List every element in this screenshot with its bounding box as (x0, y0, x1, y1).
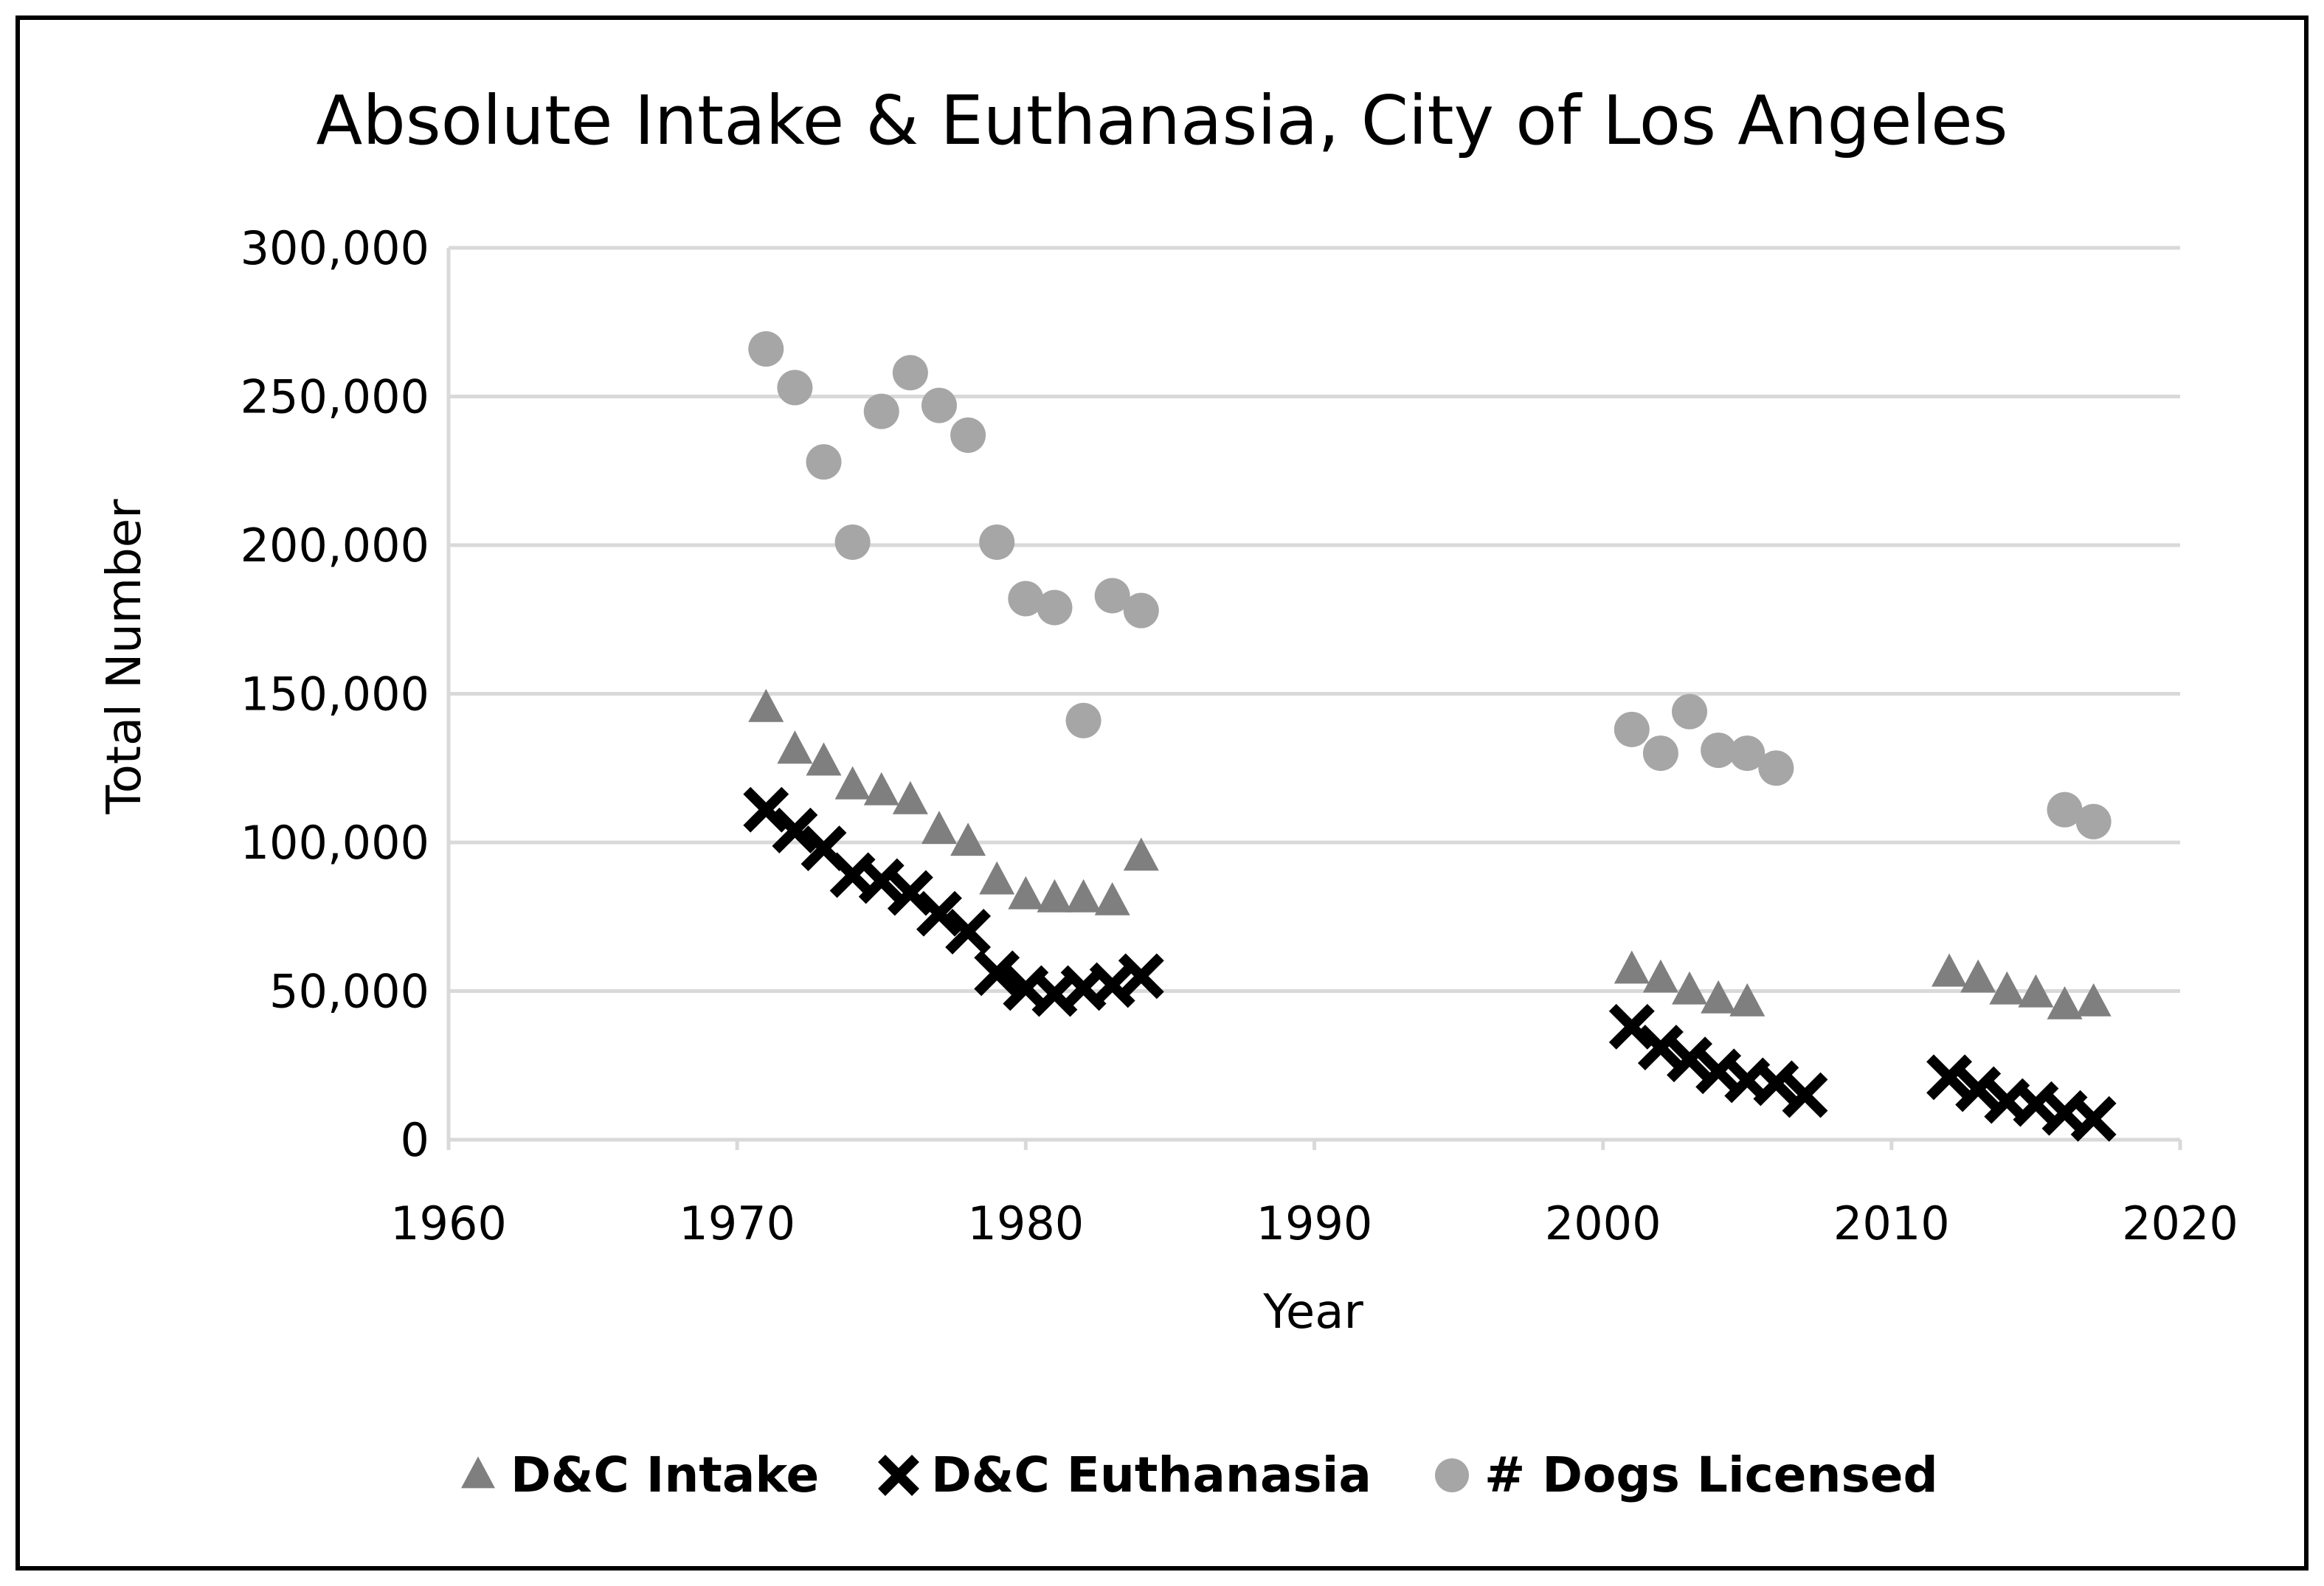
dogs-licensed-point (1008, 581, 1044, 617)
d-c-intake-point (950, 823, 986, 856)
d-c-euthanasia-point (1667, 1036, 1712, 1083)
dogs-licensed-point (1729, 735, 1766, 772)
x-tick-label: 2000 (1545, 1197, 1661, 1250)
legend-label: D&C Euthanasia (931, 1447, 1372, 1503)
d-c-euthanasia-point (974, 950, 1020, 997)
y-tick-label: 200,000 (241, 519, 429, 572)
dogs-licensed-point (892, 355, 928, 391)
dogs-licensed-point (863, 393, 899, 429)
y-tick-label: 150,000 (241, 668, 429, 721)
legend-marker-d-c-euthanasia (878, 1455, 919, 1496)
dogs-licensed-point (1672, 693, 1708, 730)
dogs-licensed-point (834, 524, 871, 560)
d-c-euthanasia-point (1753, 1060, 1799, 1107)
d-c-euthanasia-point (772, 807, 818, 853)
dogs-licensed-point (2047, 792, 2083, 828)
dogs-licensed-point (806, 444, 842, 480)
d-c-euthanasia-point (1608, 1003, 1655, 1050)
dogs-licensed-point (1642, 735, 1678, 772)
axes: 0 50,000 100,000 150,000 200,000 250,000 300,0… (241, 221, 2238, 1250)
x-tick-label: 1990 (1256, 1197, 1373, 1250)
d-c-euthanasia-point (1637, 1025, 1684, 1071)
x-tick-label: 2010 (1833, 1197, 1950, 1250)
dogs-licensed-point (1065, 702, 1102, 738)
d-c-euthanasia-point (916, 890, 962, 937)
dogs-licensed-point (979, 524, 1015, 560)
d-c-intake-point (1672, 971, 1708, 1005)
d-c-intake-point (748, 688, 784, 722)
d-c-euthanasia-point (1955, 1066, 2002, 1112)
dogs-licensed-point (1701, 733, 1737, 769)
chart-border (15, 15, 2309, 1571)
legend-item-d-c-intake: D&C Intake (461, 1447, 819, 1503)
legend-marker-dogs-licensed (1435, 1458, 1469, 1492)
y-tick-label: 250,000 (241, 370, 429, 424)
d-c-euthanasia-point (2070, 1095, 2117, 1142)
d-c-intake-point (806, 742, 842, 776)
x-tick-label: 1960 (390, 1197, 507, 1250)
d-c-intake-point (1701, 980, 1737, 1014)
legend-marker-d-c-intake (461, 1456, 495, 1489)
d-c-intake-point (1123, 837, 1159, 871)
x-tick-label: 2020 (2122, 1197, 2238, 1250)
d-c-intake-point (2018, 974, 2054, 1008)
dogs-licensed-point (748, 331, 784, 367)
d-c-intake-point (892, 780, 928, 814)
y-tick-label: 0 (401, 1113, 429, 1167)
d-c-euthanasia-point (743, 786, 789, 833)
d-c-intake-point (1960, 959, 1996, 993)
d-c-intake-point (979, 861, 1015, 895)
y-tick-label: 300,000 (241, 221, 429, 275)
dogs-licensed-point (1123, 592, 1159, 628)
data-points (743, 331, 2117, 1142)
dogs-licensed-point (1094, 578, 1130, 614)
d-c-intake-point (1614, 950, 1650, 984)
dogs-licensed-point (2075, 803, 2112, 839)
d-c-euthanasia-point (858, 858, 905, 904)
gridlines (449, 246, 2180, 993)
d-c-intake-point (1037, 879, 1073, 913)
d-c-intake-point (1729, 983, 1766, 1017)
d-c-intake-point (921, 811, 957, 845)
d-c-intake-point (834, 766, 871, 800)
legend-item-d-c-euthanasia: D&C Euthanasia (878, 1447, 1372, 1503)
d-c-intake-point (1642, 959, 1678, 993)
dogs-licensed-point (921, 387, 957, 423)
legend-item-dogs-licensed: # Dogs Licensed (1435, 1447, 1938, 1503)
x-axis-label: Year (1262, 1285, 1363, 1340)
d-c-euthanasia-point (1782, 1072, 1828, 1118)
legend: D&C Intake D&C Euthanasia # Dogs Licensed (461, 1447, 1938, 1503)
d-c-intake-point (2075, 983, 2112, 1017)
legend-label: # Dogs Licensed (1484, 1447, 1938, 1503)
d-c-intake-point (2047, 986, 2083, 1019)
d-c-euthanasia-point (1926, 1054, 1973, 1101)
y-tick-label: 100,000 (241, 816, 429, 870)
x-tick-label: 1970 (679, 1197, 795, 1250)
dogs-licensed-point (1614, 711, 1650, 747)
d-c-intake-point (1989, 971, 2025, 1005)
d-c-intake-point (1008, 876, 1044, 910)
y-tick-label: 50,000 (269, 965, 429, 1019)
d-c-intake-point (1932, 953, 1968, 987)
chart-title: Absolute Intake & Euthanasia, City of Lo… (316, 81, 2007, 160)
d-c-intake-point (1094, 882, 1130, 915)
d-c-euthanasia-point (887, 870, 933, 916)
dogs-licensed-point (950, 417, 986, 453)
d-c-euthanasia-point (945, 908, 992, 955)
y-axis-label: Total Number (97, 499, 152, 815)
dogs-licensed-point (1758, 750, 1794, 786)
legend-label: D&C Intake (511, 1447, 819, 1503)
dogs-licensed-point (1037, 589, 1073, 626)
d-c-euthanasia-point (1118, 953, 1164, 1000)
x-tick-label: 1980 (967, 1197, 1084, 1250)
d-c-intake-point (1065, 879, 1102, 913)
d-c-intake-point (777, 730, 813, 764)
d-c-intake-point (863, 772, 899, 806)
dogs-licensed-point (777, 370, 813, 406)
